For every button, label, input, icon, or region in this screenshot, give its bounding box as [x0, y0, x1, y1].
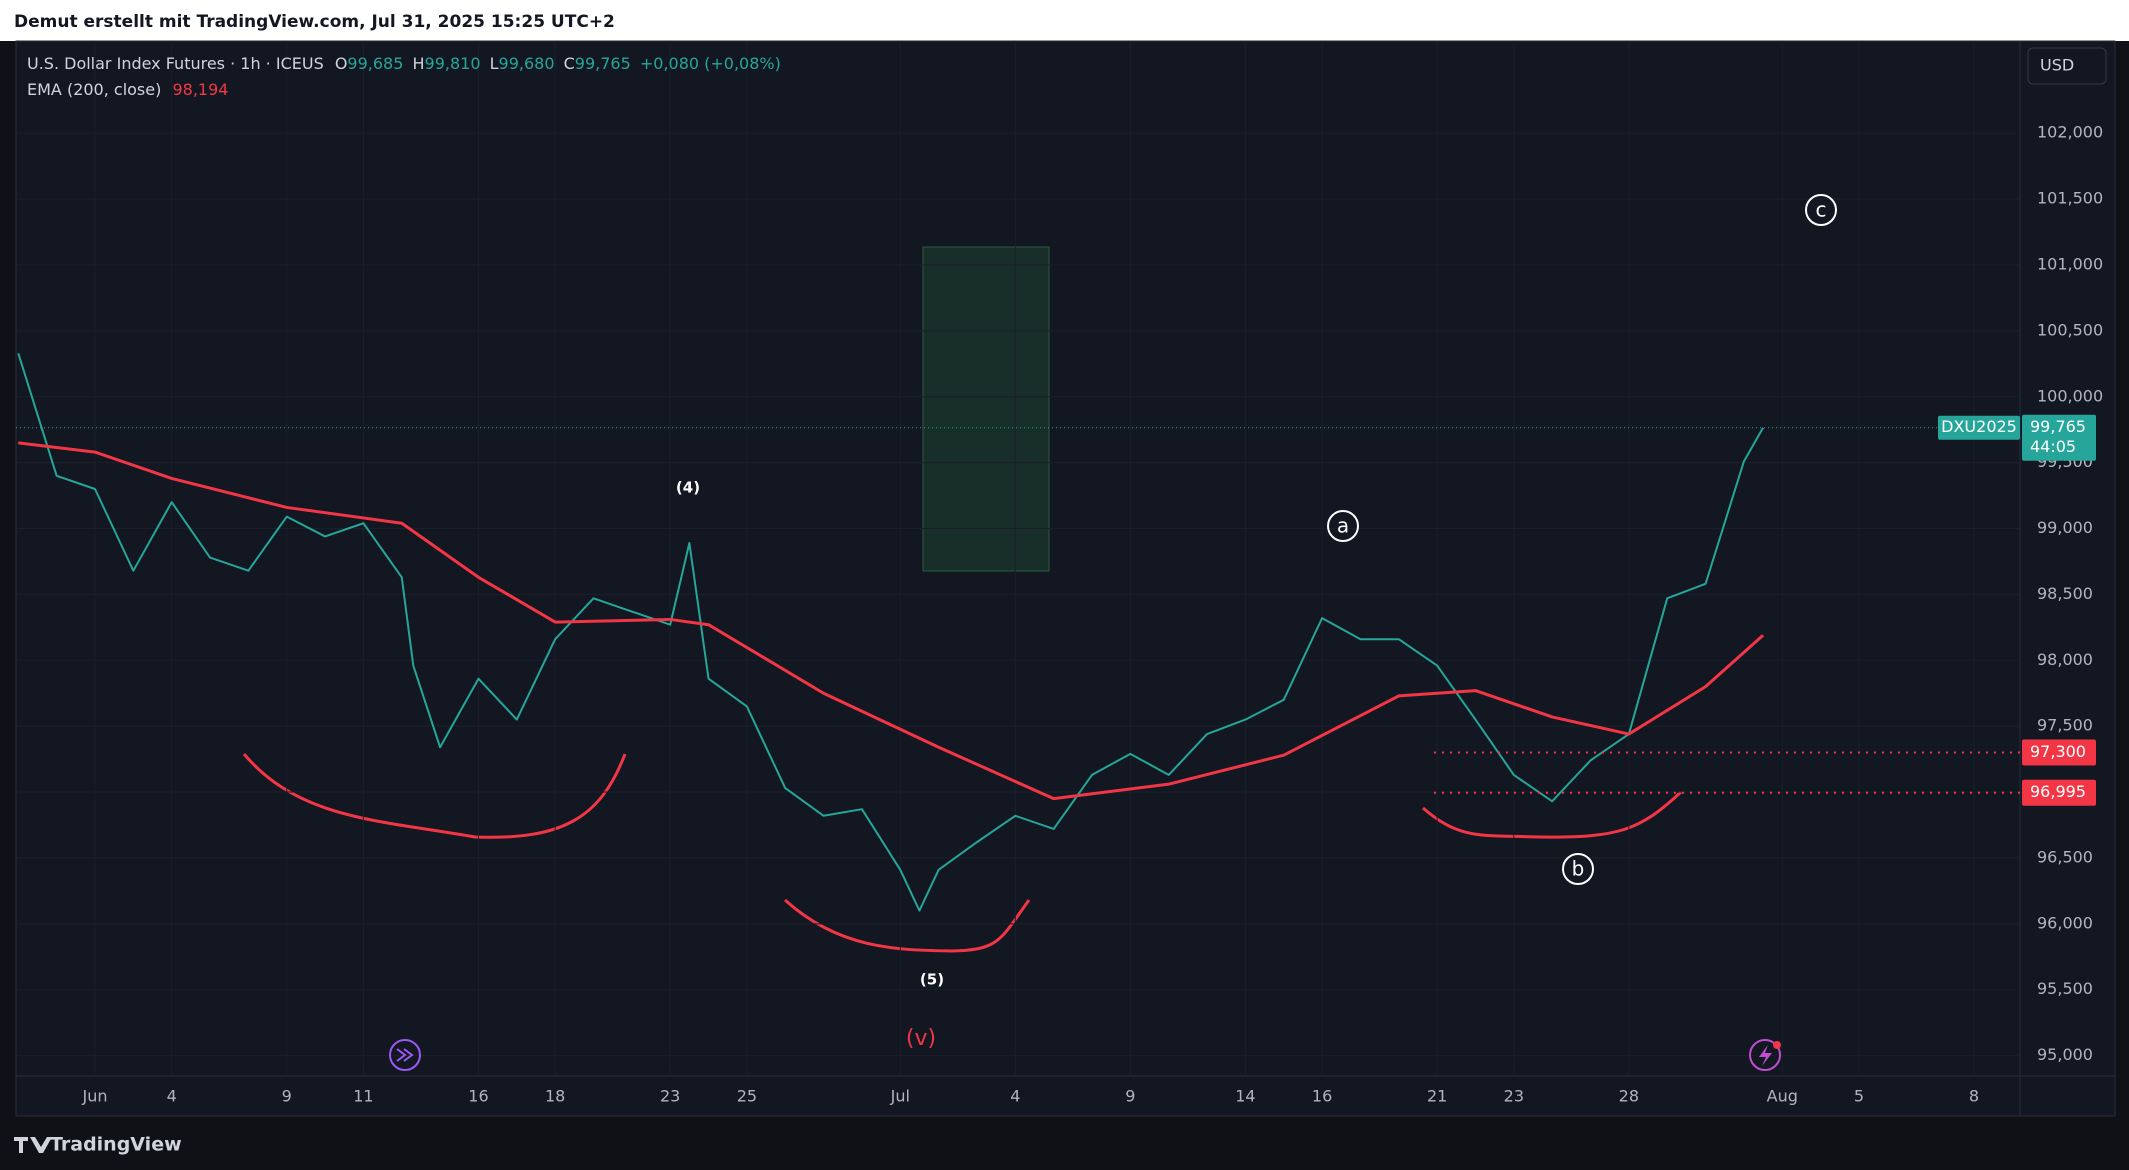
price-line	[17, 352, 1764, 912]
level-tag	[2022, 739, 2096, 766]
x-tick-label: 23	[1504, 1087, 1524, 1106]
x-tick-label: 28	[1619, 1087, 1639, 1106]
x-tick-label: 8	[1969, 1087, 1979, 1106]
y-tick-label: 98,500	[2037, 584, 2093, 603]
arc-drawing	[242, 753, 627, 839]
x-tick-label: 25	[737, 1087, 757, 1106]
header-bar	[0, 0, 2129, 41]
x-tick-label: 23	[660, 1087, 680, 1106]
level-tag-label: 97,300	[2030, 742, 2086, 761]
price-tag	[2022, 414, 2096, 461]
legend-key: O	[335, 54, 348, 73]
ema-line	[18, 441, 1765, 801]
x-tick-label: 21	[1427, 1087, 1447, 1106]
x-tick-label: 9	[282, 1087, 292, 1106]
header-text: Demut erstellt mit TradingView.com, Jul …	[14, 12, 615, 32]
y-tick-label: 98,000	[2037, 650, 2093, 669]
y-tick-label: 95,000	[2037, 1045, 2093, 1064]
legend-value: 99,685	[347, 54, 403, 73]
alert-icon[interactable]	[1749, 1039, 1781, 1071]
wave-circle	[1327, 510, 1359, 542]
x-tick-label: 9	[1125, 1087, 1135, 1106]
y-tick-label: 99,000	[2037, 518, 2093, 537]
level-tag-label: 96,995	[2030, 782, 2086, 801]
wave-label: a	[1337, 514, 1349, 538]
y-tick-label: 97,500	[2037, 716, 2093, 735]
legend-value: 99,765	[575, 54, 631, 73]
x-tick-label: 4	[1010, 1087, 1020, 1106]
legend-line: U.S. Dollar Index Futures · 1h · ICEUS O…	[27, 54, 781, 73]
x-tick-label: 4	[167, 1087, 177, 1106]
x-tick-label: Aug	[1767, 1087, 1798, 1106]
event-icon-glyph	[396, 1048, 414, 1062]
x-tick-label: 16	[468, 1087, 488, 1106]
x-tick-label: Jun	[81, 1087, 107, 1106]
price-tag-label: 99,765	[2030, 417, 2086, 436]
legend-value: 99,810	[425, 54, 481, 73]
symbol-tag-label: DXU2025	[1941, 417, 2017, 436]
y-tick-label: 102,000	[2037, 123, 2103, 142]
x-tick-label: Jul	[890, 1087, 910, 1106]
x-tick-label: 5	[1854, 1087, 1864, 1106]
y-tick-label: 101,000	[2037, 254, 2103, 273]
legend-line: EMA (200, close) 98,194	[27, 80, 228, 99]
currency-button[interactable]	[2027, 47, 2107, 85]
level-tag	[2022, 779, 2096, 806]
chart-panel	[15, 40, 2116, 1117]
wave-label: c	[1816, 198, 1827, 222]
x-tick-label: 18	[545, 1087, 565, 1106]
y-tick-label: 96,500	[2037, 847, 2093, 866]
alert-dot	[1773, 1041, 1781, 1049]
arc-drawing	[783, 898, 1031, 953]
legend-indicator-value: 98,194	[172, 80, 228, 99]
x-tick-label: 11	[353, 1087, 373, 1106]
zone-box	[922, 246, 1050, 572]
y-tick-label: 95,500	[2037, 979, 2093, 998]
x-tick-label: 16	[1312, 1087, 1332, 1106]
symbol-tag	[1938, 415, 2020, 440]
event-icon[interactable]	[389, 1039, 421, 1071]
wave-circle	[1562, 853, 1594, 885]
plot-layer	[16, 41, 2020, 1076]
legend-indicator: EMA (200, close)	[27, 80, 161, 99]
arc-drawing	[1422, 790, 1683, 839]
y-tick-label: 100,000	[2037, 386, 2103, 405]
wave-label: b	[1572, 857, 1585, 881]
legend-key: H	[412, 54, 424, 73]
price-tag-countdown: 44:05	[2030, 437, 2076, 456]
legend-symbol: U.S. Dollar Index Futures · 1h · ICEUS	[27, 54, 324, 73]
footer-logo	[14, 1137, 52, 1153]
wave-label: (4)	[676, 479, 700, 497]
wave-label: (v)	[906, 1026, 936, 1051]
legend-key: L	[490, 54, 499, 73]
wave-circle	[1805, 194, 1837, 226]
y-tick-label: 100,500	[2037, 320, 2103, 339]
currency-label: USD	[2040, 56, 2074, 75]
legend-value: 99,680	[499, 54, 555, 73]
footer-brand: TradingView	[50, 1134, 182, 1156]
legend-key: C	[564, 54, 575, 73]
y-tick-label: 101,500	[2037, 189, 2103, 208]
alert-icon-glyph	[1759, 1045, 1772, 1066]
wave-label: (5)	[920, 971, 944, 989]
x-tick-label: 14	[1235, 1087, 1255, 1106]
legend-change: +0,080 (+0,08%)	[640, 54, 781, 73]
y-tick-label: 96,000	[2037, 913, 2093, 932]
